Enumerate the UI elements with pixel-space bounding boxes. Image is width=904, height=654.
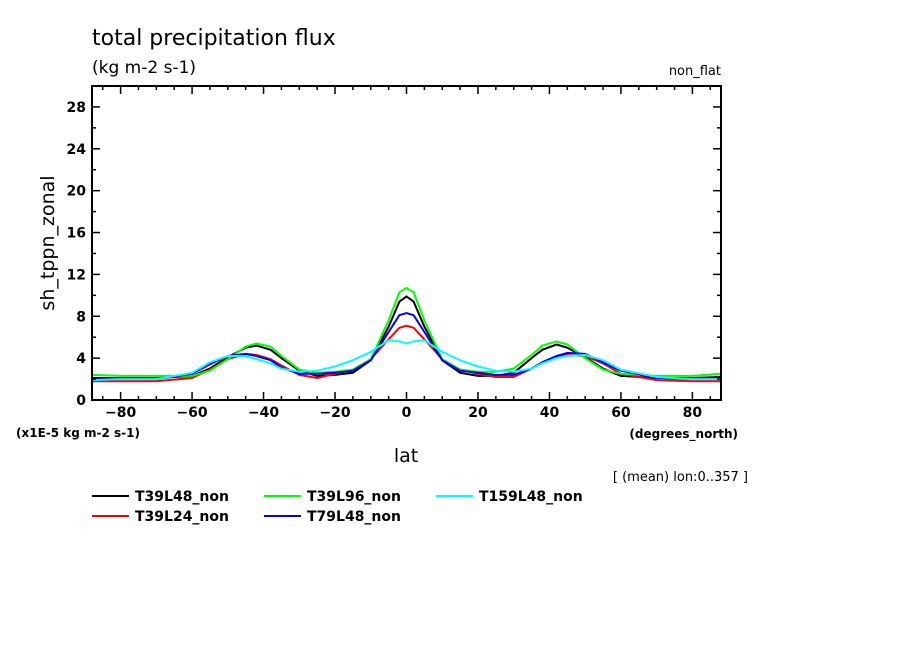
- y-axis-label: sh_tppn_zonal: [37, 175, 59, 310]
- plot-frame: [91, 85, 722, 401]
- legend-label: T39L48_non: [135, 489, 229, 505]
- x-tick-label: 60: [611, 405, 631, 421]
- y-tick-label: 20: [67, 184, 87, 200]
- y-tick-label: 16: [67, 226, 86, 242]
- chart-title: total precipitation flux: [92, 26, 336, 51]
- legend-label: T159L48_non: [479, 489, 583, 505]
- y-tick-label: 8: [76, 309, 86, 325]
- footnote: [ (mean) lon:0..357 ]: [613, 470, 748, 485]
- y-tick-label: 0: [76, 393, 86, 409]
- series-line-t79l48-non: [92, 312, 721, 381]
- series-layer: [91, 287, 722, 383]
- ticks-layer: −80 −60 −40 −20 0 20 40 60 80 0 4 8 12 16 20 24 28: [67, 85, 721, 421]
- chart-subtitle: (kg m-2 s-1): [92, 58, 196, 78]
- x-axis-units: (degrees_north): [629, 427, 738, 442]
- legend-label: T39L96_non: [307, 489, 401, 505]
- y-tick-label: 24: [67, 142, 87, 158]
- legend: T39L48_non T39L24_non T39L96_non T79L48_non…: [92, 489, 583, 525]
- series-line-t39l96-non: [91, 287, 722, 377]
- x-tick-label: 0: [402, 405, 412, 421]
- x-tick-label: 40: [540, 405, 560, 421]
- legend-item-t79l48-non: T79L48_non: [264, 509, 401, 525]
- legend-item-t39l96-non: T39L96_non: [264, 489, 401, 505]
- x-tick-label: −40: [248, 405, 279, 421]
- y-tick-label: 4: [76, 351, 86, 367]
- legend-label: T39L24_non: [135, 509, 229, 525]
- series-line-t159l48-non: [91, 339, 721, 382]
- y-tick-label: 12: [67, 267, 86, 283]
- x-axis-label: lat: [394, 445, 418, 467]
- series-line-t39l48-non: [92, 295, 722, 379]
- x-tick-label: −60: [176, 405, 207, 421]
- x-tick-label: 20: [468, 405, 488, 421]
- legend-label: T79L48_non: [307, 509, 401, 525]
- legend-item-t39l24-non: T39L24_non: [92, 509, 229, 525]
- corner-label: non_flat: [669, 64, 721, 79]
- legend-item-t159l48-non: T159L48_non: [436, 489, 583, 505]
- legend-item-t39l48-non: T39L48_non: [92, 489, 229, 505]
- x-tick-label: 80: [683, 405, 703, 421]
- x-tick-label: −20: [319, 405, 350, 421]
- y-axis-units: (x1E-5 kg m-2 s-1): [16, 426, 140, 440]
- x-tick-label: −80: [105, 405, 136, 421]
- y-tick-label: 28: [67, 100, 86, 116]
